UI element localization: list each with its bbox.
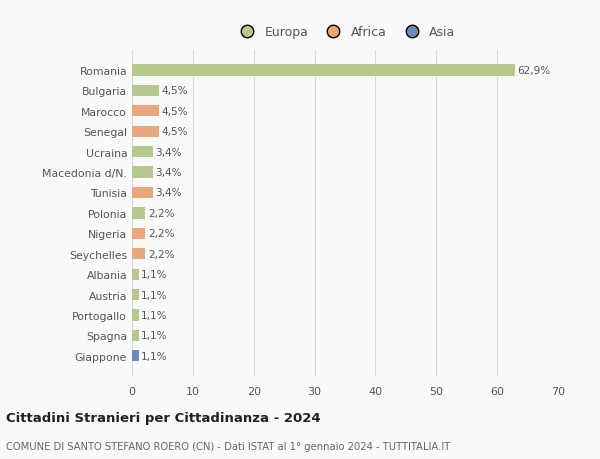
Bar: [132, 106, 160, 117]
Bar: [132, 126, 160, 138]
Text: 1,1%: 1,1%: [141, 330, 167, 341]
Text: 4,5%: 4,5%: [162, 106, 188, 117]
Text: 2,2%: 2,2%: [148, 249, 175, 259]
Bar: [132, 86, 160, 97]
Text: 2,2%: 2,2%: [148, 208, 175, 218]
Text: Cittadini Stranieri per Cittadinanza - 2024: Cittadini Stranieri per Cittadinanza - 2…: [6, 412, 320, 425]
Text: 3,4%: 3,4%: [155, 147, 182, 157]
Bar: [132, 249, 145, 260]
Legend: Europa, Africa, Asia: Europa, Africa, Asia: [229, 21, 461, 44]
Bar: [132, 167, 152, 178]
Bar: [132, 147, 152, 158]
Text: 1,1%: 1,1%: [141, 269, 167, 280]
Text: 1,1%: 1,1%: [141, 351, 167, 361]
Bar: [132, 208, 145, 219]
Bar: [132, 289, 139, 301]
Bar: [132, 310, 139, 321]
Text: 4,5%: 4,5%: [162, 127, 188, 137]
Bar: [132, 228, 145, 240]
Bar: [132, 330, 139, 341]
Text: 1,1%: 1,1%: [141, 310, 167, 320]
Bar: [132, 65, 515, 77]
Text: COMUNE DI SANTO STEFANO ROERO (CN) - Dati ISTAT al 1° gennaio 2024 - TUTTITALIA.: COMUNE DI SANTO STEFANO ROERO (CN) - Dat…: [6, 441, 450, 451]
Text: 3,4%: 3,4%: [155, 168, 182, 178]
Bar: [132, 350, 139, 362]
Text: 1,1%: 1,1%: [141, 290, 167, 300]
Text: 3,4%: 3,4%: [155, 188, 182, 198]
Text: 4,5%: 4,5%: [162, 86, 188, 96]
Text: 62,9%: 62,9%: [517, 66, 550, 76]
Bar: [132, 269, 139, 280]
Text: 2,2%: 2,2%: [148, 229, 175, 239]
Bar: [132, 187, 152, 199]
